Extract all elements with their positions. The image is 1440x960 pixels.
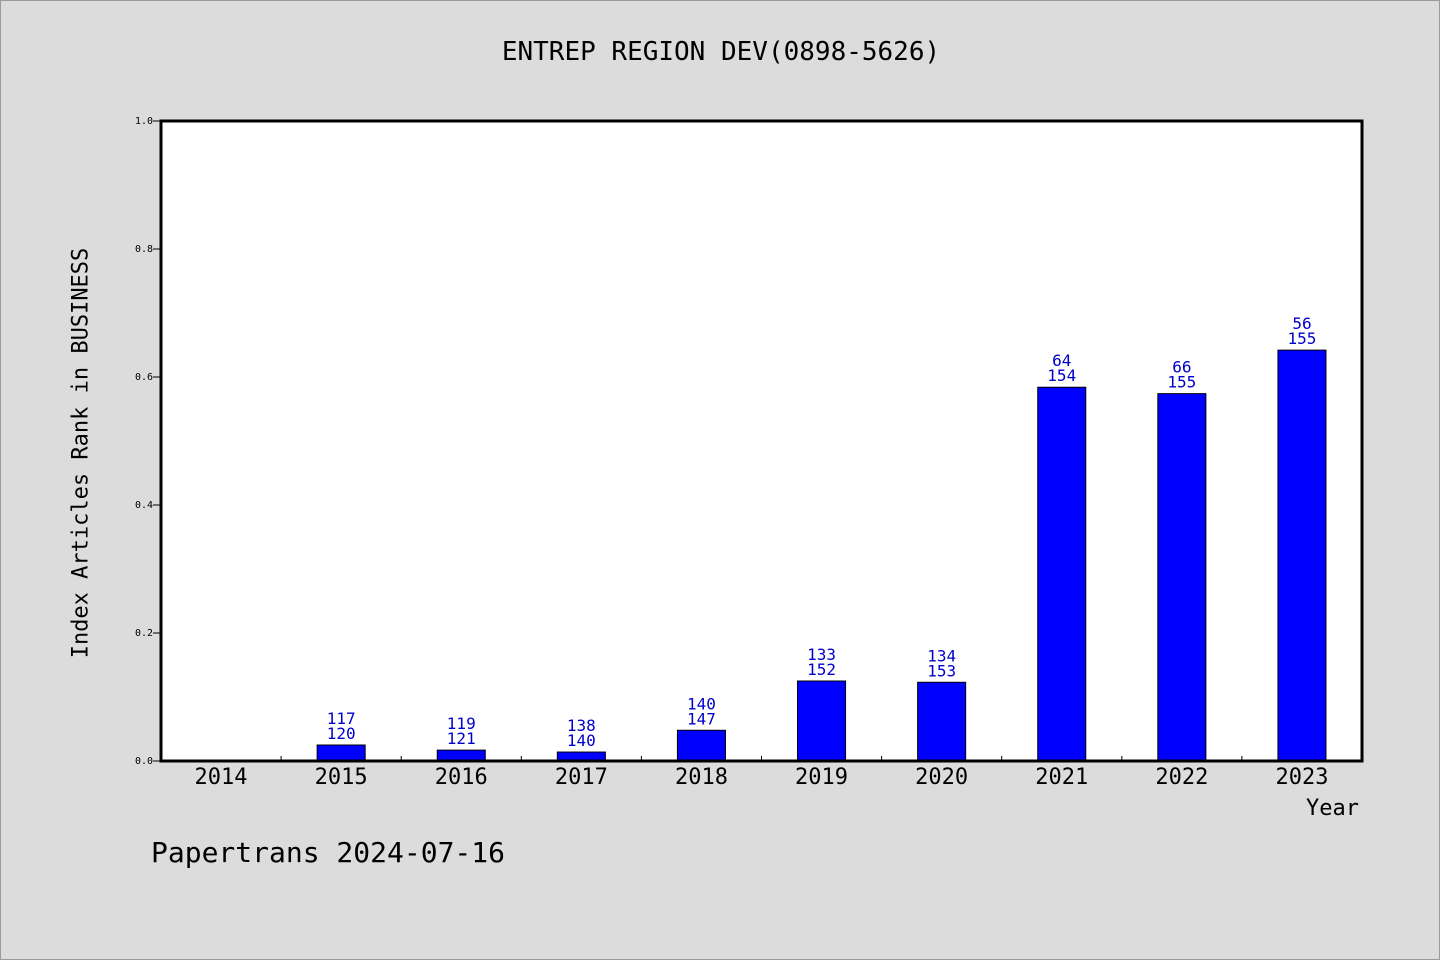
bar [676, 729, 726, 762]
bar-label-bottom: 140 [567, 731, 596, 750]
bar-label-top: 133 [807, 645, 836, 664]
y-tick-label: 0.4 [135, 500, 153, 511]
bar-label-top: 140 [687, 694, 716, 713]
bar-label-bottom: 152 [807, 660, 836, 679]
bar-label-top: 138 [567, 716, 596, 735]
y-tick-label: 0.8 [135, 244, 153, 255]
y-tick-label: 1.0 [135, 116, 153, 127]
x-tick-label: 2017 [555, 765, 608, 790]
bar [1277, 349, 1327, 762]
bar-label-top: 117 [327, 709, 356, 728]
bar-label-top: 119 [447, 714, 476, 733]
footer-text: Papertrans 2024-07-16 [151, 836, 506, 869]
bar-label-top: 134 [927, 646, 956, 665]
bar-label-bottom: 120 [327, 724, 356, 743]
x-tick-label: 2022 [1155, 765, 1208, 790]
x-tick-label: 2015 [315, 765, 368, 790]
bar [917, 681, 967, 762]
x-tick-label: 2020 [915, 765, 968, 790]
y-tick-label: 0.0 [135, 756, 153, 767]
x-tick-label: 2018 [675, 765, 728, 790]
chart-title: ENTREP REGION DEV(0898-5626) [501, 37, 941, 67]
x-tick-label: 2021 [1035, 765, 1088, 790]
bar-label-bottom: 154 [1047, 366, 1076, 385]
x-tick-label: 2016 [435, 765, 488, 790]
bar-label-bottom: 155 [1167, 373, 1196, 392]
plot-frame [159, 119, 1364, 763]
y-tick-label: 0.2 [135, 628, 153, 639]
y-tick-label: 0.6 [135, 372, 153, 383]
bar-label-bottom: 153 [927, 661, 956, 680]
bar-label-bottom: 147 [687, 709, 716, 728]
x-tick-label: 2023 [1275, 765, 1328, 790]
bar [316, 744, 366, 762]
x-tick-label: 2019 [795, 765, 848, 790]
bar-label-bottom: 155 [1287, 329, 1316, 348]
bar [797, 680, 847, 762]
bar-label-top: 64 [1052, 351, 1071, 370]
x-tick-label: 2014 [195, 765, 248, 790]
bar-label-top: 56 [1292, 314, 1311, 333]
x-axis-label: Year [1306, 796, 1359, 821]
bar [1037, 386, 1087, 762]
bar [1157, 393, 1207, 762]
bar-label-bottom: 121 [447, 729, 476, 748]
bar [436, 749, 486, 762]
bar-label-top: 66 [1172, 358, 1191, 377]
